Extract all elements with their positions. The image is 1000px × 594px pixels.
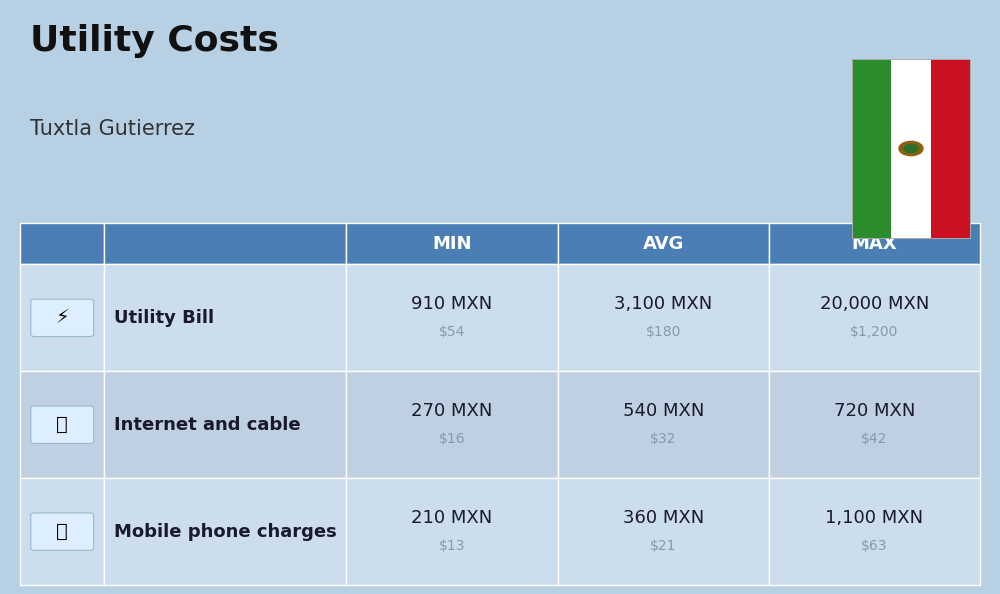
FancyBboxPatch shape — [104, 223, 346, 264]
Text: MIN: MIN — [432, 235, 472, 252]
Text: $42: $42 — [861, 432, 888, 446]
Text: ⚡: ⚡ — [55, 308, 69, 327]
FancyBboxPatch shape — [20, 478, 104, 585]
FancyBboxPatch shape — [104, 478, 346, 585]
Text: Mobile phone charges: Mobile phone charges — [114, 523, 337, 541]
Text: 270 MXN: 270 MXN — [411, 402, 493, 420]
FancyBboxPatch shape — [852, 59, 891, 238]
Text: $13: $13 — [439, 539, 465, 552]
FancyBboxPatch shape — [20, 264, 104, 371]
Text: $180: $180 — [646, 325, 681, 339]
FancyBboxPatch shape — [346, 478, 558, 585]
FancyBboxPatch shape — [891, 59, 931, 238]
FancyBboxPatch shape — [31, 513, 94, 550]
Text: $32: $32 — [650, 432, 676, 446]
Text: $21: $21 — [650, 539, 676, 552]
FancyBboxPatch shape — [558, 223, 769, 264]
FancyBboxPatch shape — [558, 478, 769, 585]
FancyBboxPatch shape — [769, 371, 980, 478]
Text: 720 MXN: 720 MXN — [834, 402, 915, 420]
FancyBboxPatch shape — [346, 264, 558, 371]
Text: 360 MXN: 360 MXN — [623, 508, 704, 527]
Text: Tuxtla Gutierrez: Tuxtla Gutierrez — [30, 119, 195, 139]
FancyBboxPatch shape — [931, 59, 970, 238]
Text: 910 MXN: 910 MXN — [411, 295, 493, 313]
Text: 1,100 MXN: 1,100 MXN — [825, 508, 923, 527]
FancyBboxPatch shape — [104, 264, 346, 371]
FancyBboxPatch shape — [769, 223, 980, 264]
Circle shape — [904, 144, 918, 153]
Text: AVG: AVG — [643, 235, 684, 252]
Text: 20,000 MXN: 20,000 MXN — [820, 295, 929, 313]
Circle shape — [899, 141, 923, 156]
FancyBboxPatch shape — [769, 264, 980, 371]
FancyBboxPatch shape — [769, 478, 980, 585]
Text: 📱: 📱 — [56, 522, 68, 541]
FancyBboxPatch shape — [558, 371, 769, 478]
Text: 📶: 📶 — [56, 415, 68, 434]
Text: 540 MXN: 540 MXN — [623, 402, 704, 420]
FancyBboxPatch shape — [346, 223, 558, 264]
FancyBboxPatch shape — [31, 299, 94, 337]
FancyBboxPatch shape — [31, 406, 94, 444]
Text: $63: $63 — [861, 539, 888, 552]
Text: $16: $16 — [439, 432, 465, 446]
Text: $1,200: $1,200 — [850, 325, 899, 339]
FancyBboxPatch shape — [20, 371, 104, 478]
Text: $54: $54 — [439, 325, 465, 339]
Text: Utility Costs: Utility Costs — [30, 24, 279, 58]
FancyBboxPatch shape — [558, 264, 769, 371]
Text: 210 MXN: 210 MXN — [411, 508, 493, 527]
Text: 3,100 MXN: 3,100 MXN — [614, 295, 712, 313]
Text: Internet and cable: Internet and cable — [114, 416, 301, 434]
Text: MAX: MAX — [852, 235, 897, 252]
FancyBboxPatch shape — [104, 371, 346, 478]
FancyBboxPatch shape — [346, 371, 558, 478]
Text: Utility Bill: Utility Bill — [114, 309, 215, 327]
FancyBboxPatch shape — [20, 223, 104, 264]
